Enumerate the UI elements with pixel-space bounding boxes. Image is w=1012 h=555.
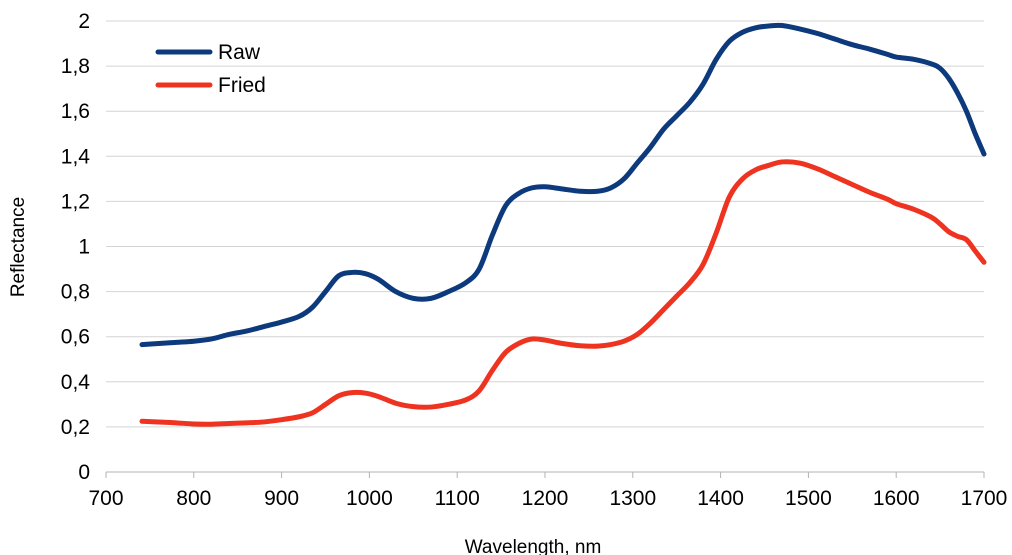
legend: Raw Fried [155, 41, 266, 97]
data-series [139, 22, 987, 427]
y-tick-label: 1,6 [61, 100, 90, 123]
x-tick-label: 900 [264, 487, 299, 510]
y-tick-label: 2 [78, 10, 90, 33]
y-tick-label: 1,8 [61, 55, 90, 78]
y-tick-label: 1 [78, 236, 90, 259]
x-axis-tick-labels: 700 800 900 1000 1100 1200 1300 1400 1500 1600 170… [88, 472, 1007, 510]
y-tick-label: 0,6 [61, 326, 90, 349]
gridlines [106, 20, 984, 428]
x-tick-label: 1200 [522, 487, 569, 510]
x-tick-label: 1700 [961, 487, 1008, 510]
y-axis-tick-labels: 0 0,2 0,4 0,6 0,8 1 1,2 1,4 1,6 1,8 2 [61, 10, 91, 484]
x-tick-label: 1600 [873, 487, 920, 510]
x-tick-label: 1500 [785, 487, 832, 510]
x-tick-label: 1000 [346, 487, 393, 510]
y-tick-label: 1,2 [61, 190, 90, 213]
legend-label-fried: Fried [218, 74, 266, 97]
y-tick-label: 0,8 [61, 281, 90, 304]
legend-label-raw: Raw [218, 41, 261, 64]
series-line-fried [139, 159, 987, 427]
y-tick-label: 0,4 [61, 371, 91, 394]
x-tick-label: 1300 [609, 487, 656, 510]
x-axis-title: Wavelength, nm [465, 537, 602, 555]
y-tick-label: 1,4 [61, 145, 91, 168]
y-axis-title: Reflectance [8, 197, 29, 297]
x-tick-label: 1100 [435, 487, 480, 510]
y-tick-label: 0,2 [61, 416, 90, 439]
x-tick-label: 700 [88, 487, 123, 510]
y-tick-label: 0 [78, 461, 90, 484]
x-tick-label: 800 [176, 487, 211, 510]
series-line-raw [139, 22, 987, 348]
x-tick-label: 1400 [697, 487, 744, 510]
